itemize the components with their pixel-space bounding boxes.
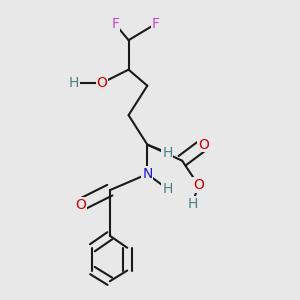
Text: H: H xyxy=(188,196,198,211)
Text: H: H xyxy=(162,146,172,160)
Text: O: O xyxy=(193,178,204,192)
Text: O: O xyxy=(75,198,86,212)
Text: F: F xyxy=(111,17,119,31)
Text: O: O xyxy=(96,76,107,90)
Text: H: H xyxy=(162,182,172,196)
Text: O: O xyxy=(198,138,209,152)
Text: F: F xyxy=(152,17,159,31)
Text: H: H xyxy=(68,76,79,90)
Text: N: N xyxy=(142,167,152,181)
